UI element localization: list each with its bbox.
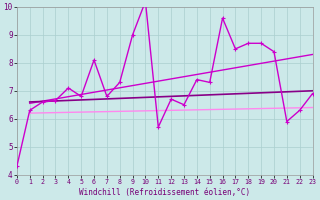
- X-axis label: Windchill (Refroidissement éolien,°C): Windchill (Refroidissement éolien,°C): [79, 188, 250, 197]
